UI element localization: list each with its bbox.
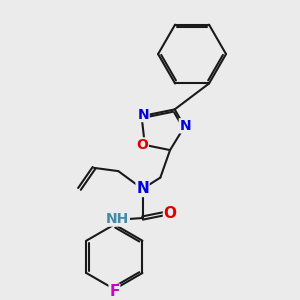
Text: O: O — [136, 138, 148, 152]
Text: N: N — [136, 182, 149, 196]
Text: O: O — [164, 206, 176, 221]
Text: N: N — [137, 107, 149, 122]
Text: N: N — [179, 119, 191, 133]
Text: F: F — [109, 284, 120, 299]
Text: NH: NH — [106, 212, 129, 226]
